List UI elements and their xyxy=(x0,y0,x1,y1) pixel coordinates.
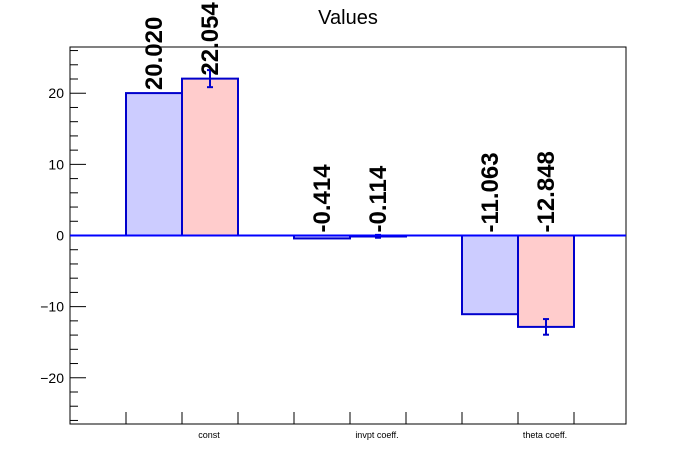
y-tick-label: 20 xyxy=(48,85,64,101)
data-label: -0.114 xyxy=(365,165,392,232)
y-tick-label: −20 xyxy=(40,370,64,386)
data-label: -11.063 xyxy=(477,152,504,232)
x-category-label: invpt coeff. xyxy=(355,430,398,440)
x-axis: const invpt coeff. theta coeff. xyxy=(125,412,575,440)
data-label: 22.054 xyxy=(197,2,224,76)
y-tick-label: −10 xyxy=(40,299,64,315)
y-tick-label: 10 xyxy=(48,156,64,172)
chart-title: Values xyxy=(318,7,378,29)
x-category-label: theta coeff. xyxy=(523,430,567,440)
y-axis: −20 −10 0 10 20 xyxy=(40,50,86,421)
bar xyxy=(125,92,183,237)
data-label: 20.020 xyxy=(141,17,168,90)
data-label: -0.414 xyxy=(309,164,336,233)
bar xyxy=(181,77,239,237)
y-tick-label: 0 xyxy=(56,228,64,244)
bar xyxy=(461,234,519,316)
data-labels: 20.020 -0.414 -11.063 22.054 -0.114 -12.848 xyxy=(141,2,560,233)
data-label: -12.848 xyxy=(533,151,560,232)
x-category-label: const xyxy=(198,430,220,440)
bars xyxy=(125,77,575,328)
bar xyxy=(517,234,575,328)
